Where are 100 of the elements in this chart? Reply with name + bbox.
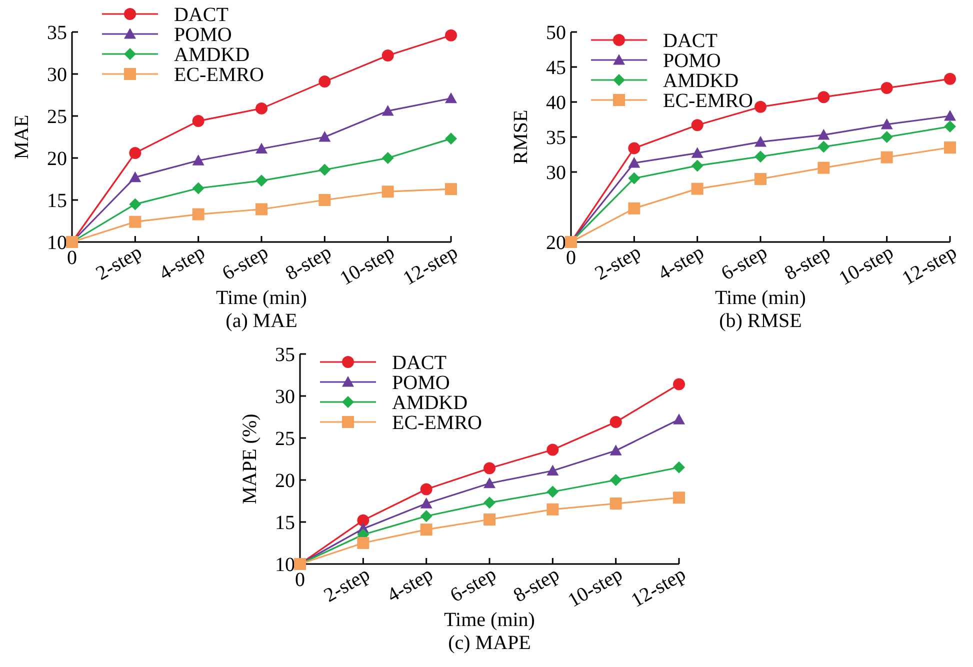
point <box>691 147 704 158</box>
y-axis-title: MAPE (%) <box>239 414 261 504</box>
point <box>944 72 956 85</box>
x-tick-label: 2-step <box>92 241 146 285</box>
point <box>673 461 685 474</box>
point <box>880 118 893 130</box>
point <box>318 76 331 88</box>
point <box>546 444 559 456</box>
point <box>382 186 394 198</box>
y-tick-label: 15 <box>275 512 295 534</box>
legend-label: EC-EMRO <box>392 412 482 434</box>
point <box>880 151 893 164</box>
y-tick-label: 45 <box>546 57 566 79</box>
point <box>445 183 457 196</box>
point <box>628 142 640 154</box>
x-tick-label: 4-step <box>155 241 209 285</box>
point <box>628 156 640 168</box>
y-tick-label: 50 <box>546 22 566 44</box>
point <box>129 216 142 228</box>
point <box>818 91 830 104</box>
legend-label: POMO <box>174 24 232 46</box>
point <box>628 202 640 214</box>
point <box>420 510 432 522</box>
point <box>610 498 622 510</box>
y-tick-label: 30 <box>546 162 566 184</box>
point <box>256 174 268 187</box>
point <box>754 100 766 113</box>
y-tick-label: 35 <box>546 127 566 149</box>
legend-label: AMDKD <box>174 44 250 66</box>
point <box>357 537 370 549</box>
point <box>129 198 142 210</box>
y-tick-label: 25 <box>47 106 67 128</box>
x-tick-label: 2-step <box>591 241 645 285</box>
y-tick-label: 10 <box>47 232 67 254</box>
point <box>445 92 457 104</box>
text: (a) MAE <box>226 310 298 332</box>
point <box>382 152 394 164</box>
x-tick-label: 2-step <box>320 563 374 607</box>
legend-label: AMDKD <box>392 392 468 414</box>
point <box>818 128 830 140</box>
point <box>673 378 685 390</box>
point <box>691 160 704 172</box>
y-tick-label: 15 <box>47 190 67 212</box>
point <box>754 136 766 147</box>
point <box>944 120 956 132</box>
x-tick-label: 4-step <box>654 241 708 285</box>
legend-label: DACT <box>663 30 718 52</box>
x-tick-label: 6-step <box>446 563 500 607</box>
x-axis-title: Time (min) <box>216 287 307 309</box>
point <box>673 414 685 424</box>
point <box>484 462 496 474</box>
legend-label: EC-EMRO <box>174 64 264 86</box>
legend-label: DACT <box>392 352 446 374</box>
x-tick-label: 8-step <box>510 563 564 607</box>
legend-label: POMO <box>663 50 721 72</box>
point <box>818 162 830 174</box>
legend-label: POMO <box>392 372 450 394</box>
point <box>256 203 268 216</box>
point <box>445 29 457 42</box>
y-axis-title: RMSE <box>510 110 532 164</box>
point <box>256 102 268 114</box>
point <box>318 194 331 206</box>
text: (b) RMSE <box>719 310 802 332</box>
x-tick-label: 0 <box>67 247 77 269</box>
point <box>256 142 268 154</box>
point <box>818 140 830 153</box>
point <box>192 182 204 194</box>
y-tick-label: 20 <box>47 148 67 170</box>
x-tick-label: 8-step <box>780 241 834 285</box>
x-tick-label: 4-step <box>383 563 437 607</box>
point <box>546 464 559 476</box>
point <box>420 498 432 508</box>
point <box>944 142 956 154</box>
point <box>754 173 766 185</box>
point <box>382 50 394 62</box>
x-tick-label: 6-step <box>218 241 272 285</box>
point <box>382 104 394 116</box>
point <box>754 150 766 163</box>
point <box>546 486 559 498</box>
x-tick-label: 8-step <box>282 241 336 285</box>
point <box>445 132 457 145</box>
point <box>484 496 496 509</box>
legend-label: DACT <box>174 4 228 26</box>
point <box>691 119 704 132</box>
point <box>192 208 204 220</box>
y-tick-label: 20 <box>275 470 295 492</box>
text: (c) MAPE <box>448 632 531 654</box>
point <box>691 182 704 195</box>
point <box>610 416 622 428</box>
x-tick-label: 0 <box>295 569 305 591</box>
point <box>192 154 204 166</box>
x-tick-label: 0 <box>566 247 576 269</box>
legend-label: AMDKD <box>663 70 739 92</box>
point <box>944 110 956 121</box>
point <box>318 164 331 176</box>
point <box>484 513 496 526</box>
point <box>318 131 331 142</box>
legend-label: EC-EMRO <box>663 90 753 112</box>
x-axis-title: Time (min) <box>444 609 535 631</box>
point <box>129 171 142 182</box>
